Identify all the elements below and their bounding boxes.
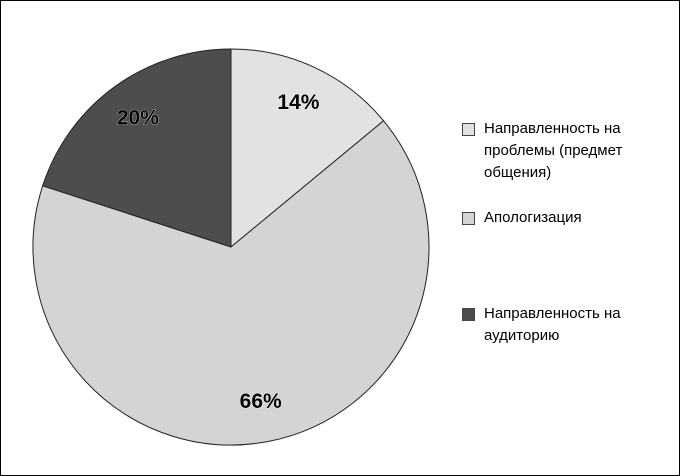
legend-swatch — [462, 123, 475, 136]
pie-slice — [230, 48, 385, 249]
pie-slice — [32, 120, 430, 446]
legend-swatch — [462, 308, 475, 321]
legend-item: Направленность на аудиторию — [462, 303, 662, 347]
legend-label: Апологизация — [484, 209, 582, 226]
legend-label: Направленность на проблемы (предмет обще… — [484, 120, 623, 181]
pie-slice — [42, 48, 232, 248]
legend-label: Направленность на аудиторию — [484, 305, 621, 344]
data-label: 66% — [240, 390, 282, 413]
legend-item: Апологизация — [462, 207, 662, 229]
legend-item: Направленность на проблемы (предмет обще… — [462, 118, 662, 184]
data-label: 20% — [117, 106, 159, 129]
legend-swatch — [462, 212, 475, 225]
data-label: 14% — [277, 91, 319, 114]
